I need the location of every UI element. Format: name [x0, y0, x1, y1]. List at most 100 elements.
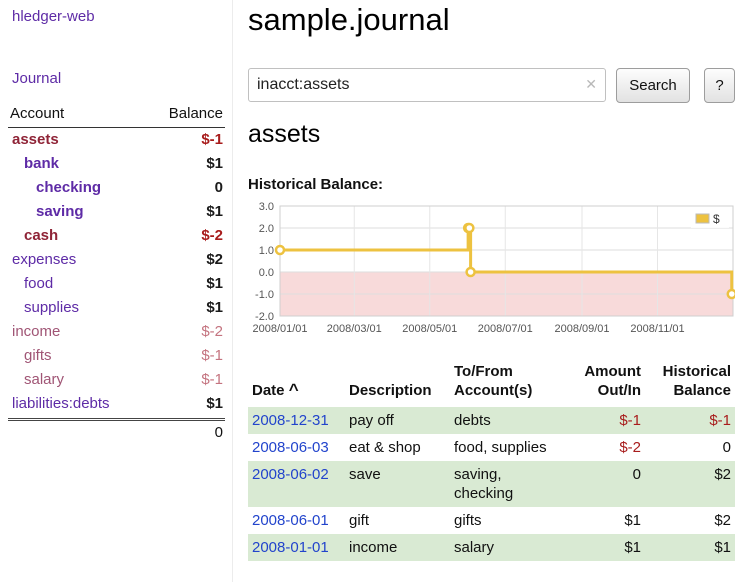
- account-column-header: Account: [10, 105, 65, 122]
- account-link-gifts[interactable]: gifts: [24, 347, 52, 364]
- svg-text:2008/03/01: 2008/03/01: [327, 323, 382, 335]
- account-link-supplies[interactable]: supplies: [24, 299, 80, 316]
- svg-text:2008/07/01: 2008/07/01: [478, 323, 533, 335]
- main-content: sample.journal ✕ Search ? assets Histori…: [248, 0, 742, 582]
- account-row: bank $1: [8, 152, 225, 176]
- search-form: ✕ Search ?: [248, 68, 735, 104]
- account-link-bank[interactable]: bank: [24, 155, 60, 172]
- accounts-table-header: Account Balance: [8, 102, 225, 128]
- account-link-cash[interactable]: cash: [24, 227, 59, 244]
- account-link-saving[interactable]: saving: [36, 203, 84, 220]
- register-balance: $2: [714, 512, 731, 529]
- svg-text:-1.0: -1.0: [255, 289, 274, 301]
- svg-text:2.0: 2.0: [259, 223, 274, 235]
- account-balance: $2: [206, 251, 223, 268]
- account-balance: $1: [206, 275, 223, 292]
- register-balance: $2: [714, 466, 731, 483]
- account-row: supplies $1: [8, 296, 225, 320]
- account-row: food $1: [8, 272, 225, 296]
- table-row: 2008-06-02 save saving, checking 0 $2: [248, 461, 735, 507]
- svg-text:0.0: 0.0: [259, 267, 274, 279]
- account-link-income[interactable]: income: [12, 323, 61, 340]
- account-row: assets $-1: [8, 128, 225, 152]
- account-heading: assets: [248, 120, 321, 148]
- register-amount: $1: [624, 512, 641, 529]
- app-title-link[interactable]: hledger-web: [12, 8, 95, 25]
- account-row: salary $-1: [8, 368, 225, 392]
- table-row: 2008-06-01 gift gifts $1 $2: [248, 507, 735, 534]
- account-balance: $-1: [201, 131, 223, 148]
- clear-search-icon[interactable]: ✕: [585, 76, 597, 92]
- register-date-link[interactable]: 2008-06-02: [252, 466, 329, 483]
- register-amount: $-1: [619, 412, 641, 429]
- register-description: pay off: [349, 412, 394, 429]
- account-balance: 0: [214, 179, 223, 196]
- register-accounts: gifts: [454, 512, 482, 529]
- balance-header-line2: Balance: [673, 382, 731, 399]
- register-header-row: Date ^ Description To/From Account(s) Am…: [248, 360, 735, 407]
- register-header-balance: Historical Balance: [645, 360, 735, 407]
- date-header-label: Date: [252, 382, 285, 399]
- svg-text:2008/01/01: 2008/01/01: [252, 323, 307, 335]
- svg-text:3.0: 3.0: [259, 201, 274, 213]
- search-input[interactable]: [257, 71, 579, 99]
- account-balance: $-1: [201, 347, 223, 364]
- register-date-link[interactable]: 2008-01-01: [252, 539, 329, 556]
- register-balance: $-1: [709, 412, 731, 429]
- amount-header-line1: Amount: [584, 363, 641, 380]
- account-balance: $1: [206, 203, 223, 220]
- search-input-wrap: ✕: [248, 68, 606, 102]
- register-header-date[interactable]: Date ^: [248, 360, 345, 407]
- register-description: gift: [349, 512, 370, 529]
- sidebar: hledger-web Journal Account Balance asse…: [0, 0, 233, 582]
- register-table: Date ^ Description To/From Account(s) Am…: [248, 360, 735, 561]
- account-row: saving $1: [8, 200, 225, 224]
- register-amount: $1: [624, 539, 641, 556]
- svg-text:2008/09/01: 2008/09/01: [554, 323, 609, 335]
- svg-text:-2.0: -2.0: [255, 311, 274, 323]
- register-accounts: debts: [454, 412, 491, 429]
- register-accounts: food, supplies: [454, 439, 547, 456]
- register-balance: 0: [722, 439, 731, 456]
- chart-label: Historical Balance:: [248, 176, 384, 193]
- svg-text:2008/11/01: 2008/11/01: [630, 323, 684, 335]
- chart-container: 3.0 2.0 1.0 0.0 -1.0 -2.0 2008/01/01 2008/03/01…: [248, 200, 738, 340]
- register-accounts: salary: [454, 539, 495, 556]
- account-row: liabilities:debts $1: [8, 392, 225, 416]
- account-link-expenses[interactable]: expenses: [12, 251, 77, 268]
- account-row: expenses $2: [8, 248, 225, 272]
- svg-text:2008/05/01: 2008/05/01: [402, 323, 457, 335]
- svg-text:1.0: 1.0: [259, 245, 274, 257]
- account-row: cash $-2: [8, 224, 225, 248]
- account-row: checking 0: [8, 176, 225, 200]
- balance-header-line1: Historical: [662, 363, 731, 380]
- account-link-assets[interactable]: assets: [12, 131, 59, 148]
- register-date-link[interactable]: 2008-12-31: [252, 412, 329, 429]
- register-header-description: Description: [349, 382, 432, 399]
- help-button[interactable]: ?: [704, 68, 735, 103]
- register-header-accounts: To/From Account(s): [450, 360, 560, 407]
- account-balance: $-2: [201, 227, 223, 244]
- journal-link[interactable]: Journal: [12, 70, 62, 87]
- account-row: gifts $-1: [8, 344, 225, 368]
- balance-column-header: Balance: [168, 105, 223, 122]
- account-link-salary[interactable]: salary: [24, 371, 65, 388]
- register-amount: 0: [632, 466, 641, 483]
- register-description: save: [349, 466, 381, 483]
- accounts-total-row: 0: [8, 418, 225, 444]
- svg-text:$: $: [713, 212, 720, 226]
- register-date-link[interactable]: 2008-06-03: [252, 439, 329, 456]
- accounts-header-line2: Account(s): [454, 382, 533, 399]
- register-amount: $-2: [619, 439, 641, 456]
- table-row: 2008-01-01 income salary $1 $1: [248, 534, 735, 561]
- account-link-food[interactable]: food: [24, 275, 54, 292]
- accounts-total-value: 0: [214, 424, 223, 441]
- register-header-amount: Amount Out/In: [560, 360, 645, 407]
- search-button[interactable]: Search: [616, 68, 690, 103]
- register-date-link[interactable]: 2008-06-01: [252, 512, 329, 529]
- account-balance: $1: [206, 155, 223, 172]
- account-balance: $-2: [201, 323, 223, 340]
- account-link-liabilities-debts[interactable]: liabilities:debts: [12, 395, 110, 412]
- account-link-checking[interactable]: checking: [36, 179, 102, 196]
